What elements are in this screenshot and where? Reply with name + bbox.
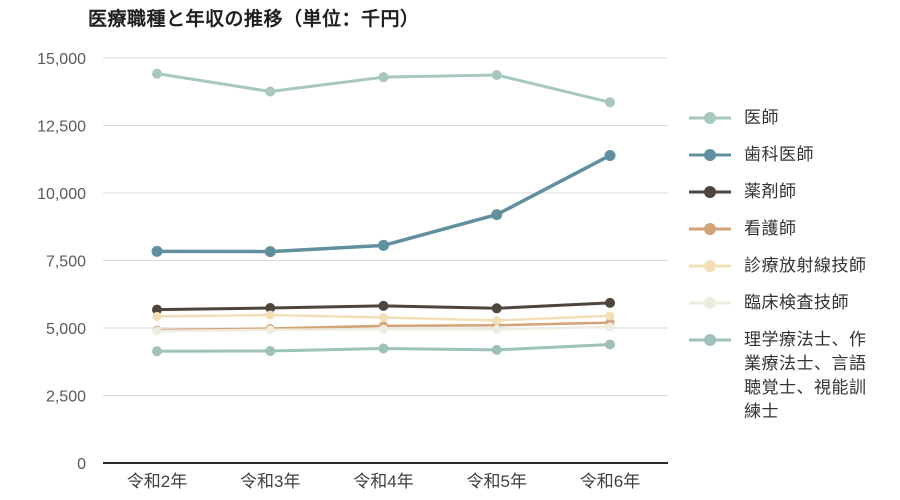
legend-swatch-icon [689,334,731,346]
legend-swatch-icon [689,149,731,161]
legend-swatch-icon [689,112,731,124]
legend-item: 看護師 [688,217,896,241]
data-point-marker [605,97,615,108]
data-point-marker [152,326,162,336]
data-point-marker [378,239,389,251]
legend-item: 歯科医師 [688,143,896,167]
data-point-marker [491,344,502,355]
chart-title: 医療職種と年収の推移（単位：千円） [88,9,420,30]
data-point-marker [605,322,615,332]
data-point-marker [265,345,276,356]
legend-label: 診療放射線技師 [744,256,867,275]
legend-label: 理学療法士、作業療法士、言語聴覚士、視能訓練士 [744,330,867,421]
legend-swatch-icon [689,186,731,198]
data-point-marker [152,311,162,321]
legend-label: 看護師 [744,219,797,238]
data-point-marker [492,315,502,325]
data-point-marker [265,303,276,314]
y-axis-tick-label: 12,500 [37,119,86,136]
legend-item: 医師 [688,106,896,130]
y-axis-tick-label: 10,000 [37,186,86,203]
legend-item: 診療放射線技師 [688,254,896,278]
legend-swatch-icon [689,223,731,235]
data-point-marker [378,300,389,311]
data-point-marker [491,209,503,221]
legend-label: 医師 [744,108,779,127]
series-line-1 [155,153,612,254]
y-axis-tick-label: 2,500 [46,389,86,406]
legend-swatch-icon [689,297,731,309]
x-axis-tick-label: 令和6年 [580,472,640,491]
data-point-marker [605,297,615,308]
x-axis-tick-label: 令和4年 [353,472,413,491]
legend-item: 臨床検査技師 [688,291,896,315]
data-point-marker [491,70,502,81]
data-point-marker [152,346,162,357]
chart-legend: 医師歯科医師薬剤師看護師診療放射線技師 臨床検査技師理学療法士、作業療法士、言語聴… [688,106,896,424]
data-point-marker [264,246,276,258]
y-axis-tick-label: 7,500 [46,254,86,271]
y-axis-tick-label: 5,000 [46,321,86,338]
data-point-marker [265,310,275,320]
data-point-marker [151,245,163,257]
data-point-marker [491,303,502,314]
data-point-marker [492,324,502,334]
data-point-marker [152,68,162,79]
legend-label: 薬剤師 [744,182,797,201]
data-point-marker [605,311,615,321]
legend-label: 歯科医師 [744,145,814,164]
x-axis-tick-label: 令和5年 [467,472,527,491]
data-point-marker [378,343,389,354]
data-point-marker [378,72,389,83]
data-point-marker [152,304,162,315]
x-axis-tick-label: 令和3年 [240,472,300,491]
data-point-marker [265,325,275,335]
data-point-marker [604,149,616,161]
data-point-marker [379,324,388,334]
x-axis-tick-label: 令和2年 [127,472,187,491]
legend-swatch-icon [689,260,731,272]
legend-item: 薬剤師 [688,180,896,204]
data-point-marker [379,312,388,322]
data-point-marker [265,86,276,97]
legend-label: 臨床検査技師 [744,293,849,312]
legend-item: 理学療法士、作業療法士、言語聴覚士、視能訓練士 [688,328,896,424]
data-point-marker [605,339,615,350]
y-axis-tick-label: 15,000 [37,51,86,68]
y-axis-tick-label: 0 [77,456,86,473]
